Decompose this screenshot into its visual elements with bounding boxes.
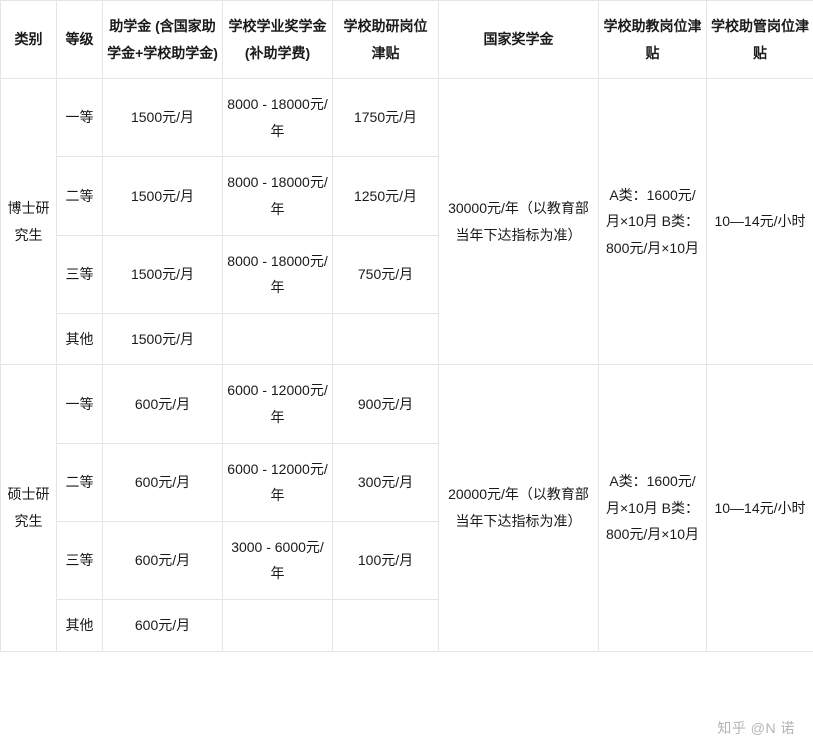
cell-academic: 8000 - 18000元/年: [223, 235, 333, 313]
cell-grade: 二等: [57, 157, 103, 235]
cell-aid: 600元/月: [103, 599, 223, 651]
cell-grade: 二等: [57, 443, 103, 521]
col-national-scholarship: 国家奖学金: [439, 1, 599, 79]
cell-ma: 10—14元/小时: [707, 79, 813, 365]
cell-ta: A类：1600元/月×10月 B类：800元/月×10月: [599, 365, 707, 651]
cell-grade: 三等: [57, 521, 103, 599]
cell-ma: 10—14元/小时: [707, 365, 813, 651]
cell-academic: 8000 - 18000元/年: [223, 157, 333, 235]
cell-national: 30000元/年（以教育部当年下达指标为准）: [439, 79, 599, 365]
stipend-table: 类别 等级 助学金 (含国家助学金+学校助学金) 学校学业奖学金(补助学费) 学…: [0, 0, 813, 652]
cell-academic: 6000 - 12000元/年: [223, 365, 333, 443]
col-research-allowance: 学校助研岗位津贴: [333, 1, 439, 79]
col-academic-scholarship: 学校学业奖学金(补助学费): [223, 1, 333, 79]
cell-aid: 1500元/月: [103, 157, 223, 235]
cell-research: 1750元/月: [333, 79, 439, 157]
cell-research: 1250元/月: [333, 157, 439, 235]
cell-research: 300元/月: [333, 443, 439, 521]
cell-aid: 1500元/月: [103, 235, 223, 313]
cell-academic: 8000 - 18000元/年: [223, 79, 333, 157]
cell-academic: [223, 599, 333, 651]
cell-grade: 其他: [57, 313, 103, 365]
cell-grade: 一等: [57, 365, 103, 443]
cell-academic: 6000 - 12000元/年: [223, 443, 333, 521]
cell-aid: 1500元/月: [103, 79, 223, 157]
cell-national: 20000元/年（以教育部当年下达指标为准）: [439, 365, 599, 651]
cell-academic: 3000 - 6000元/年: [223, 521, 333, 599]
cell-aid: 600元/月: [103, 521, 223, 599]
col-category: 类别: [1, 1, 57, 79]
col-grade: 等级: [57, 1, 103, 79]
cell-grade: 一等: [57, 79, 103, 157]
cell-aid: 1500元/月: [103, 313, 223, 365]
table-header-row: 类别 等级 助学金 (含国家助学金+学校助学金) 学校学业奖学金(补助学费) 学…: [1, 1, 813, 79]
cell-ta: A类：1600元/月×10月 B类：800元/月×10月: [599, 79, 707, 365]
cell-aid: 600元/月: [103, 365, 223, 443]
cell-research: 900元/月: [333, 365, 439, 443]
watermark: 知乎 @N 诺: [717, 718, 795, 738]
col-aid: 助学金 (含国家助学金+学校助学金): [103, 1, 223, 79]
cell-research: 750元/月: [333, 235, 439, 313]
cell-grade: 其他: [57, 599, 103, 651]
col-ta-allowance: 学校助教岗位津贴: [599, 1, 707, 79]
table-row: 博士研究生 一等 1500元/月 8000 - 18000元/年 1750元/月…: [1, 79, 813, 157]
cell-research: [333, 313, 439, 365]
cell-category: 硕士研究生: [1, 365, 57, 651]
col-ma-allowance: 学校助管岗位津贴: [707, 1, 813, 79]
cell-research: 100元/月: [333, 521, 439, 599]
cell-academic: [223, 313, 333, 365]
cell-grade: 三等: [57, 235, 103, 313]
cell-aid: 600元/月: [103, 443, 223, 521]
cell-category: 博士研究生: [1, 79, 57, 365]
table-row: 硕士研究生 一等 600元/月 6000 - 12000元/年 900元/月 2…: [1, 365, 813, 443]
cell-research: [333, 599, 439, 651]
